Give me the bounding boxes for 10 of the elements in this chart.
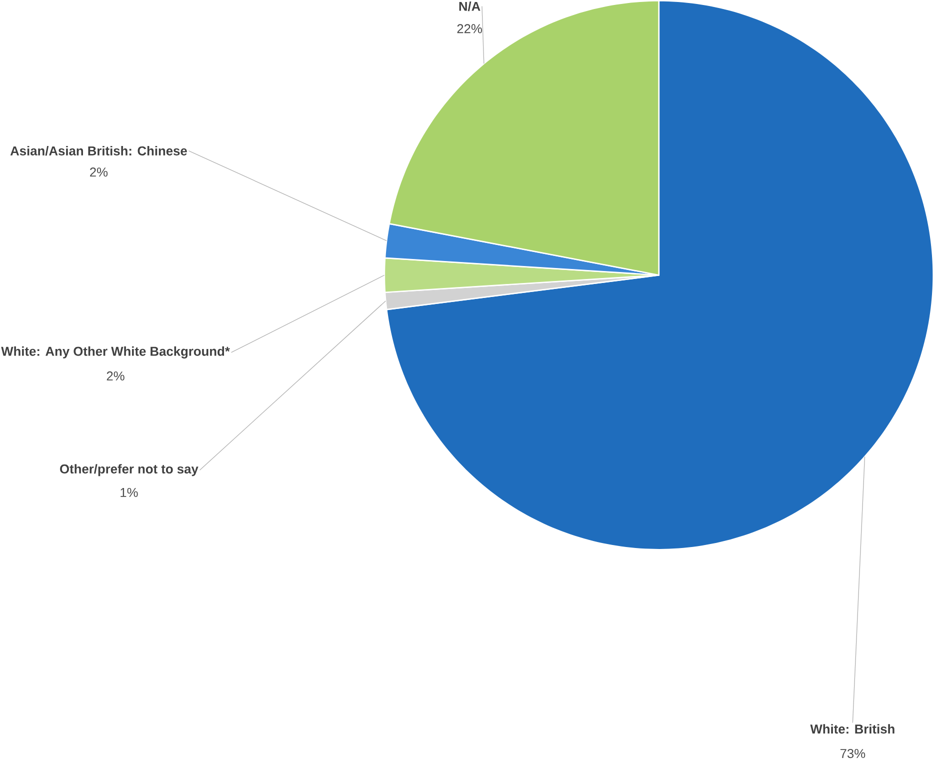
slice-label: White: British [810,724,894,734]
data-label: 1% [120,488,138,497]
slice-label: White: Any Other White Background* [1,346,230,358]
data-label: 22% [457,24,482,34]
slice-label: N/A [459,1,480,11]
slice-label: Asian/Asian British: Chinese [10,146,187,156]
slice-label: Other/prefer not to say [60,464,198,476]
data-label: 73% [840,748,866,758]
data-label: 2% [90,167,108,177]
data-label: 2% [106,371,124,380]
